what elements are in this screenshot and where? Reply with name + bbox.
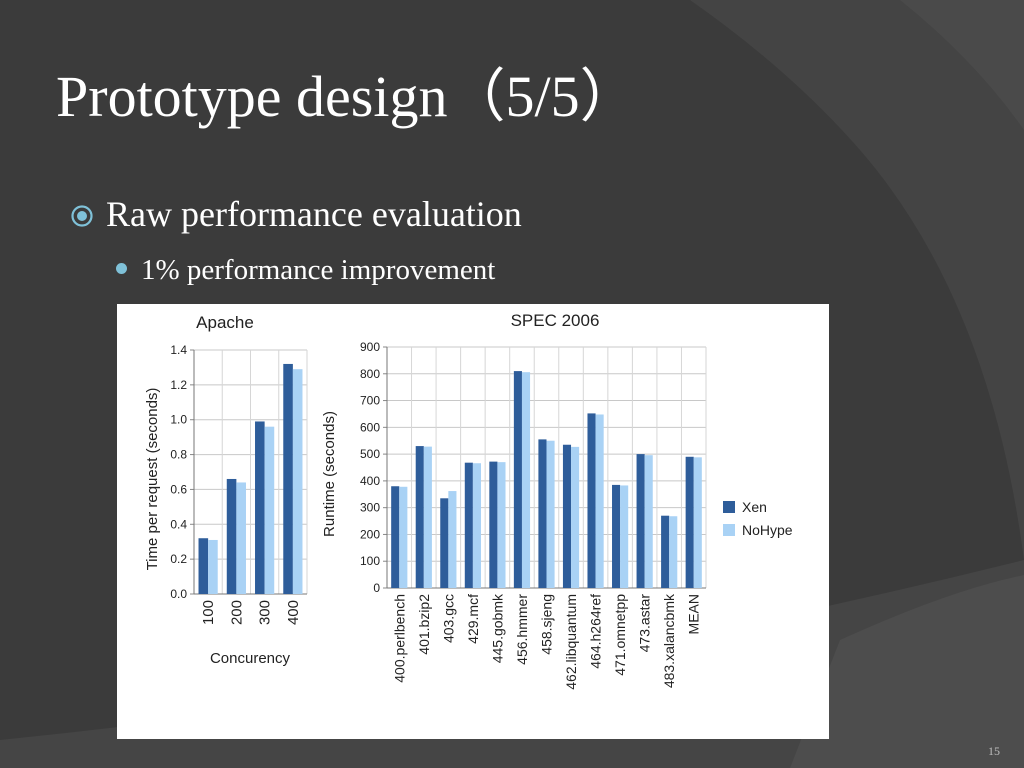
apache-y-tick-label: 0.6	[170, 482, 187, 496]
apache-x-tick-labels: 100 200 300 400	[200, 600, 302, 625]
apache-y-tick-label: 1.0	[170, 413, 187, 427]
spec-bar-nohype	[448, 491, 457, 588]
spec-bar-xen	[612, 484, 621, 588]
apache-bar-nohype	[236, 482, 246, 594]
apache-bars	[198, 363, 303, 594]
spec-bar-nohype	[423, 446, 432, 588]
spec-bar-xen	[661, 515, 670, 588]
apache-y-axis-label: Time per request (seconds)	[144, 388, 161, 571]
spec-bar-nohype	[571, 446, 580, 588]
apache-y-tick-label: 0.8	[170, 448, 187, 462]
spec-bars	[391, 371, 702, 588]
apache-y-tick-label: 0.0	[170, 587, 187, 601]
spec-bar-nohype	[669, 516, 678, 588]
spec-y-axis-label: Runtime (seconds)	[321, 411, 338, 537]
apache-bar-xen	[198, 538, 209, 594]
charts-svg: 0.0 0.2 0.4 0.6 0.8 1.0 1.2 1.4 100 200 300 400 Ap…	[144, 311, 793, 690]
spec-x-tick-label: 458.sjeng	[539, 594, 555, 655]
spec-bar-nohype	[644, 455, 653, 588]
apache-y-tick-label: 1.2	[170, 378, 187, 392]
spec-bar-xen	[636, 454, 645, 588]
apache-bar-nohype	[208, 539, 218, 594]
legend-nohype-label: NoHype	[742, 522, 793, 538]
spec-y-tick-label: 100	[360, 554, 380, 568]
spec-x-tick-label: 429.mcf	[465, 594, 481, 644]
spec-x-tick-label: 462.libquantum	[563, 594, 579, 690]
spec-bar-xen	[587, 413, 596, 588]
spec-bar-xen	[415, 446, 424, 588]
spec-y-tick-label: 800	[360, 367, 380, 381]
spec-bar-xen	[685, 456, 694, 588]
apache-y-tick-label: 0.4	[170, 517, 187, 531]
bullet-level-2-text: 1% performance improvement	[141, 254, 496, 286]
chart-panel: 0.0 0.2 0.4 0.6 0.8 1.0 1.2 1.4 100 200 300 400 Ap…	[117, 304, 829, 739]
slide-title: Prototype design（5/5）	[56, 64, 638, 129]
spec-bar-xen	[513, 371, 522, 588]
spec-bar-nohype	[497, 462, 506, 588]
spec-y-tick-label: 900	[360, 340, 380, 354]
apache-x-tick-label: 200	[228, 600, 245, 625]
spec-x-tick-label: 464.h264ref	[588, 594, 604, 669]
spec-x-tick-label: 445.gobmk	[489, 593, 505, 663]
spec-bar-xen	[489, 461, 498, 588]
spec-chart-title: SPEC 2006	[511, 311, 600, 330]
spec-bar-xen	[538, 439, 547, 588]
spec-bar-xen	[391, 486, 400, 588]
spec-x-tick-labels: 400.perlbench 401.bzip2 403.gcc 429.mcf 445.…	[391, 593, 701, 690]
page-number: 15	[988, 744, 1000, 758]
spec-chart: 0 100 200 300 400 500 600 700 800 900 400.perlben…	[321, 311, 793, 690]
spec-bar-nohype	[399, 486, 408, 588]
spec-bar-nohype	[472, 463, 481, 588]
spec-bar-nohype	[521, 372, 531, 588]
apache-bar-xen	[255, 421, 265, 594]
spec-bar-nohype	[595, 414, 604, 588]
spec-y-tick-label: 0	[373, 581, 380, 595]
spec-y-tick-label: 300	[360, 501, 380, 515]
spec-legend: Xen NoHype	[723, 499, 793, 538]
legend-xen-label: Xen	[742, 499, 767, 515]
circle-bullet-icon	[70, 194, 94, 227]
spec-x-tick-label: MEAN	[686, 594, 702, 634]
bullet-level-2: 1% performance improvement	[116, 252, 495, 288]
apache-chart: 0.0 0.2 0.4 0.6 0.8 1.0 1.2 1.4 100 200 300 400 Ap…	[144, 313, 308, 667]
spec-y-tick-label: 700	[360, 394, 380, 408]
spec-y-tick-label: 200	[360, 527, 380, 541]
spec-x-tick-label: 456.hmmer	[514, 594, 530, 665]
spec-bar-nohype	[693, 457, 702, 588]
legend-xen-swatch	[723, 501, 735, 513]
spec-x-tick-label: 471.omnetpp	[612, 594, 628, 676]
spec-y-tick-labels: 0 100 200 300 400 500 600 700 800 900	[360, 340, 380, 595]
apache-y-tick-labels: 0.0 0.2 0.4 0.6 0.8 1.0 1.2 1.4	[170, 343, 187, 601]
legend-nohype-swatch	[723, 524, 735, 536]
spec-bar-xen	[440, 498, 449, 588]
spec-x-tick-label: 483.xalancbmk	[661, 593, 677, 688]
bullet-level-1-text: Raw performance evaluation	[106, 194, 522, 234]
spec-x-tick-label: 400.perlbench	[391, 594, 407, 683]
apache-x-tick-label: 100	[200, 600, 217, 625]
apache-y-tick-label: 0.2	[170, 552, 187, 566]
apache-chart-title: Apache	[196, 313, 254, 332]
spec-bar-xen	[464, 462, 473, 588]
spec-bar-nohype	[546, 440, 555, 588]
dot-bullet-icon	[116, 263, 127, 274]
apache-x-tick-label: 300	[257, 600, 274, 625]
spec-y-tick-label: 500	[360, 447, 380, 461]
apache-x-axis-label: Concurency	[210, 650, 291, 667]
apache-bar-nohype	[292, 369, 303, 594]
spec-x-tick-label: 473.astar	[637, 594, 653, 653]
spec-bar-nohype	[620, 485, 629, 588]
spec-y-tick-label: 400	[360, 474, 380, 488]
apache-y-tick-label: 1.4	[170, 343, 187, 357]
apache-bar-xen	[283, 363, 293, 594]
spec-x-tick-label: 403.gcc	[440, 594, 456, 643]
apache-x-tick-label: 400	[285, 600, 302, 625]
apache-bar-nohype	[264, 426, 275, 594]
spec-x-tick-label: 401.bzip2	[416, 594, 432, 655]
spec-bar-xen	[562, 444, 572, 588]
apache-bar-xen	[226, 478, 237, 594]
spec-y-tick-label: 600	[360, 420, 380, 434]
bullet-level-1: Raw performance evaluation	[70, 192, 522, 236]
